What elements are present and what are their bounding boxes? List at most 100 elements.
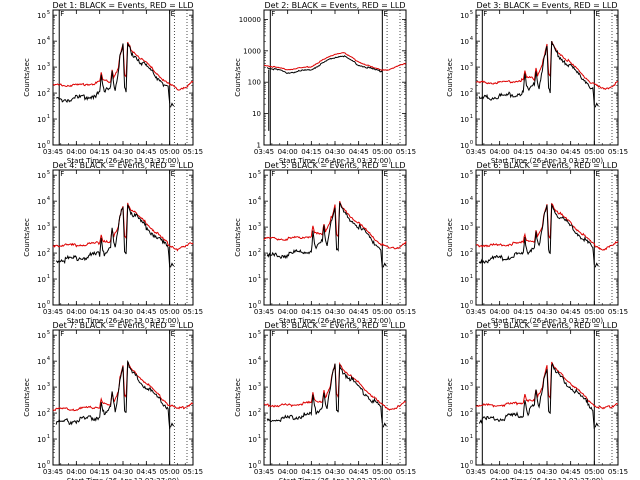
y-tick-label: 10 — [37, 12, 46, 20]
y-tick-label: 10 — [37, 436, 46, 444]
y-tick-label: 10 — [460, 462, 469, 470]
y-tick-label: 10 — [460, 172, 469, 180]
y-tick-label: 10 — [460, 436, 469, 444]
y-tick-label: 10 — [248, 462, 257, 470]
x-axis-label: Start Time (26-Apr-13 03:37:00) — [279, 317, 391, 325]
series-lld-line — [263, 201, 407, 250]
y-tick-exponent: 1 — [47, 114, 50, 120]
y-axis-label: Counts/sec — [446, 58, 454, 97]
x-tick-label: 05:00 — [372, 468, 392, 476]
y-tick-exponent: 1 — [258, 434, 261, 440]
y-tick-exponent: 3 — [470, 222, 473, 228]
y-tick-label: 1 — [257, 142, 261, 150]
y-tick-exponent: 1 — [258, 274, 261, 280]
y-tick-label: 10 — [37, 142, 46, 150]
x-tick-label: 05:15 — [396, 468, 416, 476]
y-tick-exponent: 4 — [47, 196, 50, 202]
y-tick-label: 10 — [460, 302, 469, 310]
y-axis-label: Counts/sec — [23, 378, 31, 417]
y-tick-label: 10 — [460, 116, 469, 124]
y-tick-label: 1000 — [243, 47, 261, 55]
y-tick-exponent: 1 — [47, 274, 50, 280]
x-tick-label: 04:15 — [513, 148, 533, 156]
series-events-tail — [382, 262, 387, 268]
y-tick-exponent: 2 — [47, 88, 50, 94]
end-marker-label: E — [171, 170, 175, 178]
y-tick-exponent: 4 — [258, 196, 261, 202]
x-tick-label: 04:45 — [349, 468, 369, 476]
x-tick-label: 05:00 — [160, 468, 180, 476]
y-tick-label: 10 — [37, 90, 46, 98]
series-lld-line — [263, 52, 407, 71]
y-tick-exponent: 4 — [470, 356, 473, 362]
y-tick-exponent: 0 — [258, 300, 261, 306]
x-axis-label: Start Time (26-Apr-13 03:37:00) — [491, 477, 603, 480]
x-tick-label: 04:00 — [278, 308, 298, 316]
x-tick-label: 03:45 — [43, 308, 63, 316]
start-marker-label: F — [271, 170, 275, 178]
y-axis-label: Counts/sec — [234, 378, 242, 417]
end-marker-label: E — [383, 170, 387, 178]
series-events-tail — [594, 422, 599, 428]
x-tick-label: 04:30 — [537, 148, 557, 156]
y-tick-exponent: 4 — [47, 36, 50, 42]
x-tick-label: 04:30 — [113, 148, 133, 156]
y-tick-exponent: 5 — [47, 10, 50, 16]
y-axis-label: Counts/sec — [234, 218, 242, 257]
start-marker-label: F — [271, 330, 275, 338]
end-marker-label: E — [595, 10, 599, 18]
x-tick-label: 05:00 — [584, 308, 604, 316]
y-tick-exponent: 4 — [258, 356, 261, 362]
y-axis-label: Counts/sec — [234, 58, 242, 97]
series-events-tail — [594, 262, 599, 268]
y-tick-label: 10 — [460, 384, 469, 392]
series-events-tail — [169, 422, 174, 428]
x-tick-label: 04:45 — [136, 468, 156, 476]
series-events-line — [55, 204, 171, 268]
x-axis-label: Start Time (26-Apr-13 03:37:00) — [67, 317, 179, 325]
x-tick-label: 04:00 — [490, 148, 510, 156]
x-axis-label: Start Time (26-Apr-13 03:37:00) — [67, 477, 179, 480]
start-marker-label: F — [60, 170, 64, 178]
start-marker-label: F — [483, 170, 487, 178]
y-tick-label: 10 — [248, 224, 257, 232]
x-axis-label: Start Time (26-Apr-13 03:37:00) — [279, 157, 391, 165]
y-tick-exponent: 0 — [47, 300, 50, 306]
y-tick-label: 10 — [460, 38, 469, 46]
x-tick-label: 04:30 — [113, 468, 133, 476]
y-tick-exponent: 1 — [470, 114, 473, 120]
y-tick-label: 10 — [460, 250, 469, 258]
plot-frame — [52, 329, 194, 466]
y-tick-label: 10 — [460, 410, 469, 418]
x-tick-label: 05:15 — [608, 308, 628, 316]
y-tick-exponent: 0 — [47, 460, 50, 466]
panel-title: Det 6: BLACK = Events, RED = LLD — [477, 161, 618, 170]
x-tick-label: 04:30 — [537, 308, 557, 316]
x-tick-label: 04:00 — [66, 468, 86, 476]
x-tick-label: 04:15 — [301, 468, 321, 476]
y-tick-exponent: 0 — [47, 140, 50, 146]
x-tick-label: 04:15 — [513, 308, 533, 316]
y-tick-label: 10 — [460, 276, 469, 284]
y-tick-label: 10 — [460, 64, 469, 72]
x-tick-label: 04:30 — [113, 308, 133, 316]
x-tick-label: 05:00 — [160, 148, 180, 156]
end-marker-label: E — [383, 10, 387, 18]
y-tick-exponent: 2 — [470, 408, 473, 414]
x-tick-label: 04:00 — [66, 148, 86, 156]
x-tick-label: 05:15 — [396, 308, 416, 316]
y-tick-exponent: 3 — [258, 222, 261, 228]
x-tick-label: 04:00 — [490, 308, 510, 316]
end-marker-label: E — [595, 330, 599, 338]
panel-det-2: Det 2: BLACK = Events, RED = LLD 03:45 04:… — [234, 1, 416, 165]
x-tick-label: 03:45 — [466, 468, 486, 476]
y-tick-exponent: 1 — [470, 274, 473, 280]
y-tick-exponent: 3 — [470, 382, 473, 388]
x-tick-label: 04:00 — [278, 148, 298, 156]
y-tick-exponent: 1 — [470, 434, 473, 440]
end-marker-label: E — [595, 170, 599, 178]
x-tick-label: 03:45 — [254, 148, 274, 156]
x-tick-label: 04:45 — [136, 308, 156, 316]
